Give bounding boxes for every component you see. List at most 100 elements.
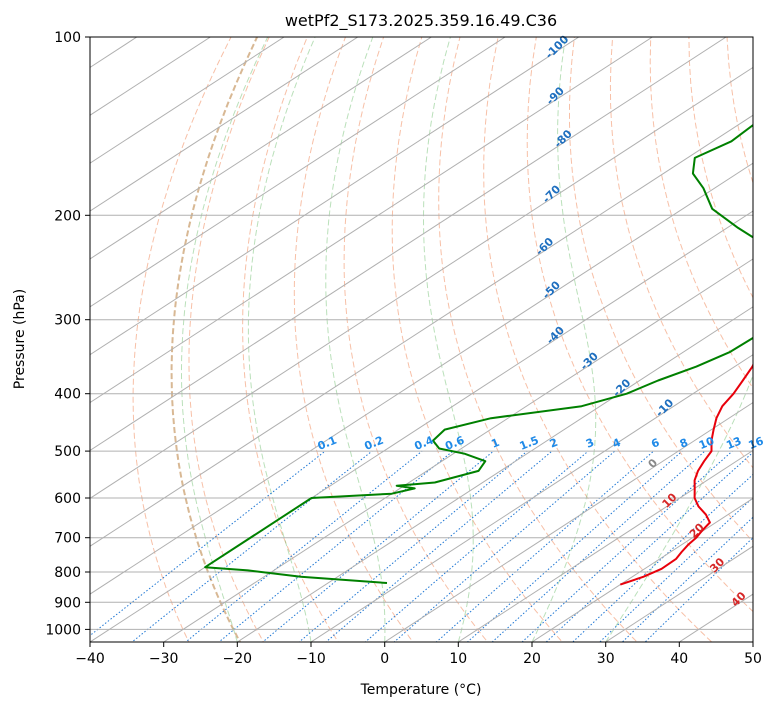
isotherm — [90, 37, 727, 452]
y-tick-label: 200 — [54, 208, 81, 224]
dry-adiabat — [569, 37, 753, 543]
mixing-ratio-line — [325, 450, 553, 642]
reference-labels: 0.1 0.2 0.4 0.6 1 1.5 2 3 4 6 8 10 13 16-100-90-80-70… — [316, 33, 766, 610]
isotherm-label: -50 — [540, 278, 563, 301]
mixing-ratio-label: 0.2 — [363, 434, 386, 453]
x-tick-label: 50 — [744, 651, 762, 667]
isotherm-label: -90 — [544, 84, 567, 107]
dry-adiabat — [132, 37, 232, 642]
y-tick-label: 1000 — [45, 622, 81, 638]
series — [204, 123, 753, 586]
dewpoint-profile — [204, 123, 753, 584]
isotherm-label: 0 — [646, 456, 661, 471]
isotherm — [90, 37, 285, 164]
mixing-ratio-line — [466, 450, 683, 642]
mixing-ratio-label: 0.1 — [316, 434, 339, 453]
dry-adiabat — [764, 10, 775, 654]
mixing-ratio-label: 0.4 — [413, 433, 436, 452]
mixing-ratio-label: 6 — [649, 436, 661, 451]
isotherm — [90, 114, 753, 547]
isotherm — [90, 37, 432, 260]
dry-adiabat — [293, 37, 414, 642]
isotherm — [163, 258, 753, 642]
mixing-ratio-label: 1.5 — [518, 434, 541, 453]
isotherm-label: 10 — [660, 490, 680, 510]
mixing-ratio-label: 8 — [678, 436, 690, 451]
mixing-ratio-line — [90, 450, 326, 637]
dry-adiabat — [649, 37, 753, 389]
mixing-ratio-line — [491, 450, 706, 642]
dry-adiabat — [688, 37, 753, 299]
y-tick-label: 700 — [54, 531, 81, 547]
isotherm — [90, 37, 580, 356]
isotherm-label: 40 — [729, 589, 749, 609]
chart-title: wetPf2_S173.2025.359.16.49.C36 — [285, 11, 557, 31]
y-tick-label: 600 — [54, 491, 81, 507]
dry-adiabat — [343, 37, 489, 642]
isotherm — [90, 37, 506, 308]
y-axis: 100 200 300 400 500 600 700 800 900 1000 — [45, 30, 90, 638]
moist-adiabat — [605, 373, 753, 642]
x-tick-label: 0 — [380, 651, 389, 667]
y-tick-label: 900 — [54, 595, 81, 611]
mixing-ratio-line — [364, 450, 589, 642]
isotherm-label: -80 — [552, 127, 575, 150]
x-tick-label: −30 — [149, 651, 179, 667]
mixing-ratio-label: 0.6 — [443, 433, 466, 452]
x-axis: −40 −30 −20 −10 0 10 20 30 40 50 — [75, 642, 762, 667]
y-tick-label: 100 — [54, 30, 81, 46]
mixing-ratio-line — [262, 450, 494, 642]
x-tick-label: −20 — [223, 651, 253, 667]
reference-lines — [90, 10, 775, 654]
moist-adiabat — [325, 37, 386, 642]
y-tick-label: 500 — [54, 444, 81, 460]
x-tick-label: 30 — [597, 651, 615, 667]
mixing-ratio-line — [435, 450, 655, 642]
isotherm — [0, 37, 63, 642]
x-tick-label: 40 — [670, 651, 688, 667]
moist-adiabat — [181, 37, 269, 642]
temperature-profile — [619, 362, 753, 586]
isotherm — [679, 593, 753, 642]
mixing-ratio-line — [393, 450, 616, 642]
moist-adiabat — [247, 37, 316, 642]
dry-adiabat — [726, 37, 753, 185]
isotherm — [90, 162, 753, 595]
x-axis-label: Temperature (°C) — [360, 682, 482, 698]
mixing-ratio-label: 2 — [548, 436, 560, 451]
isotherm — [90, 37, 211, 116]
mixing-ratio-line — [521, 450, 733, 642]
mixing-ratio-label: 1 — [489, 436, 501, 451]
dry-adiabat — [170, 37, 259, 642]
plot-frame — [89, 36, 754, 643]
isotherm — [384, 401, 753, 642]
y-tick-label: 400 — [54, 387, 81, 403]
dry-adiabat — [188, 37, 270, 642]
x-tick-label: 10 — [449, 651, 467, 667]
isotherm — [458, 449, 753, 642]
x-tick-label: −10 — [296, 651, 326, 667]
mixing-ratio-label: 16 — [746, 434, 765, 452]
mixing-ratio-line — [298, 450, 528, 642]
y-tick-label: 800 — [54, 565, 81, 581]
y-tick-label: 300 — [54, 313, 81, 329]
moist-adiabat — [423, 37, 474, 642]
isotherm — [752, 641, 753, 642]
isotherm — [90, 37, 359, 212]
y-axis-label: Pressure (hPa) — [12, 289, 28, 389]
isotherm-label: -60 — [533, 235, 556, 258]
isotherm-label: -40 — [544, 324, 567, 347]
mixing-ratio-label: 10 — [697, 434, 716, 452]
isotherm — [90, 66, 753, 499]
mixing-ratio-label: 13 — [724, 434, 743, 452]
isotherm — [90, 37, 653, 404]
mixing-ratio-line — [644, 537, 753, 642]
x-tick-label: −40 — [75, 651, 105, 667]
isotherm-label: -20 — [610, 376, 633, 399]
dry-adiabat — [391, 37, 563, 642]
mixing-ratio-label: 3 — [584, 436, 596, 451]
isotherm — [237, 306, 753, 642]
dry-adiabat — [483, 37, 713, 642]
isotherm — [310, 354, 753, 642]
